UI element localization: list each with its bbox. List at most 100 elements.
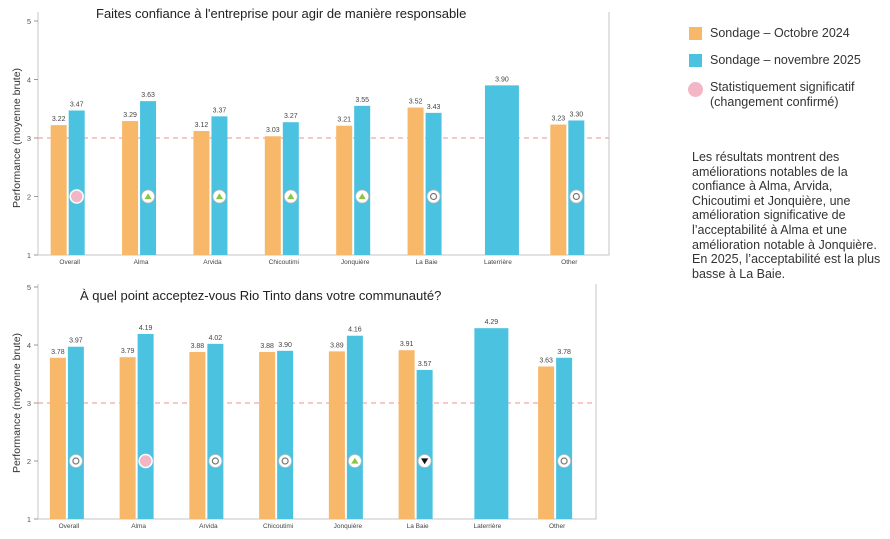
bar-2025 (211, 116, 228, 255)
x-tick-label: Jonquière (341, 259, 370, 266)
bar-2025 (68, 110, 85, 255)
bar-2025 (354, 105, 371, 255)
change-marker-bg (569, 189, 584, 204)
bar-2024 (328, 351, 345, 519)
bar-2024 (398, 350, 415, 519)
category-jonquiere: 3.89 4.16 Jonquière (328, 327, 363, 530)
change-neutral-icon (429, 192, 438, 201)
y-tick-label: 3 (27, 399, 31, 408)
value-label-2025: 3.47 (70, 102, 84, 109)
legend: Sondage – Octobre 2024 Sondage – novembr… (686, 26, 886, 122)
value-label-2025: 3.55 (355, 97, 369, 104)
change-marker-bg (278, 454, 293, 468)
change-up-triangle-icon (144, 193, 152, 200)
bar-2025 (474, 328, 509, 519)
bar-2025 (556, 357, 573, 519)
change-up-triangle-icon (215, 193, 224, 200)
bar-2024 (50, 125, 67, 255)
bar-2025 (140, 101, 157, 256)
x-tick-label: Alma (134, 259, 149, 266)
x-tick-label: Alma (131, 523, 146, 530)
legend-item-2024: Sondage – Octobre 2024 (686, 26, 886, 41)
x-tick-label: Jonquière (334, 523, 363, 530)
y-tick-label: 2 (27, 193, 31, 202)
value-label-2025: 4.29 (485, 319, 499, 326)
value-label-2025: 3.57 (418, 361, 432, 368)
category-alma: 3.79 4.19 Alma (119, 325, 154, 530)
category-other: 3.23 3.30 Other (550, 111, 585, 266)
value-label-2024: 3.03 (266, 127, 280, 134)
change-marker-bg (557, 454, 572, 468)
value-label-2024: 3.89 (330, 342, 344, 349)
change-neutral-icon (560, 457, 568, 465)
value-label-2025: 3.30 (570, 111, 584, 118)
value-label-2025: 3.63 (141, 92, 155, 99)
value-label-2025: 3.97 (69, 338, 83, 345)
category-la-baie: 3.91 3.57 La Baie (398, 341, 433, 530)
value-label-2024: 3.91 (400, 341, 414, 348)
change-neutral-icon (211, 457, 219, 465)
value-label-2025: 4.16 (348, 327, 362, 334)
y-tick-label: 1 (27, 515, 31, 524)
y-tick-label: 2 (27, 457, 31, 466)
change-marker-bg (68, 454, 83, 468)
category-overall: 3.22 3.47 Overall (50, 102, 85, 266)
value-label-2024: 3.78 (51, 349, 65, 356)
summary-text: Les résultats montrent des améliorations… (692, 150, 881, 281)
bar-2025 (568, 120, 585, 255)
bar-2025 (425, 112, 442, 255)
x-tick-label: Chicoutimi (269, 259, 299, 266)
x-tick-label: Laterrière (484, 259, 512, 266)
value-label-2024: 3.22 (52, 116, 66, 123)
y-axis-label: Performance (moyenne brute) (11, 333, 23, 473)
y-tick-label: 3 (27, 134, 31, 143)
change-up-triangle-icon (351, 457, 359, 464)
legend-swatch-2024 (689, 27, 702, 40)
value-label-2024: 3.63 (539, 357, 553, 364)
x-tick-label: La Baie (407, 523, 429, 530)
x-tick-label: Arvida (203, 259, 222, 266)
x-tick-label: Other (561, 259, 578, 266)
change-down-triangle-icon (421, 458, 429, 465)
y-tick-label: 4 (27, 341, 31, 350)
chart-title: À quel point acceptez-vous Rio Tinto dan… (80, 288, 441, 303)
chart-title: Faites confiance à l'entreprise pour agi… (96, 6, 466, 21)
y-axis-label: Performance (moyenne brute) (11, 68, 23, 208)
acceptance-chart: À quel point acceptez-vous Rio Tinto dan… (11, 283, 597, 530)
bar-2024 (407, 107, 424, 255)
value-label-2025: 3.37 (213, 107, 227, 114)
plot-frame (37, 284, 597, 520)
legend-swatch-2025 (689, 54, 702, 67)
category-arvida: 3.88 4.02 Arvida (189, 335, 224, 530)
value-label-2025: 4.19 (139, 325, 153, 332)
trust-chart: Faites confiance à l'entreprise pour agi… (11, 6, 610, 266)
bar-2024 (193, 130, 210, 255)
y-tick-label: 4 (27, 76, 31, 85)
value-label-2024: 3.21 (337, 117, 351, 124)
significant-dot-icon (688, 82, 703, 97)
value-label-2025: 3.43 (427, 104, 441, 111)
value-label-2025: 3.90 (495, 76, 509, 83)
value-label-2024: 3.23 (552, 116, 566, 123)
x-tick-label: La Baie (416, 259, 438, 266)
y-tick-label: 1 (27, 251, 31, 260)
value-label-2025: 3.90 (278, 342, 292, 349)
x-tick-label: Overall (59, 523, 80, 530)
legend-item-2025: Sondage – novembre 2025 (686, 53, 886, 68)
legend-label-significant: Statistiquement significatif (changement… (710, 80, 855, 109)
value-label-2024: 3.79 (121, 348, 135, 355)
category-chicoutimi: 3.88 3.90 Chicoutimi (259, 342, 293, 530)
y-tick-label: 5 (27, 283, 31, 292)
category-alma: 3.29 3.63 Alma (122, 92, 157, 266)
bar-2024 (538, 366, 555, 519)
value-label-2024: 3.88 (260, 343, 274, 350)
category-other: 3.63 3.78 Other (538, 349, 573, 530)
change-up-triangle-icon (287, 193, 295, 200)
x-tick-label: Overall (59, 259, 80, 266)
x-tick-label: Chicoutimi (263, 523, 293, 530)
legend-label-2024: Sondage – Octobre 2024 (710, 26, 850, 40)
bar-2024 (259, 351, 276, 519)
bar-2025 (277, 350, 294, 519)
bar-2025 (346, 335, 363, 519)
bar-2025 (207, 343, 224, 519)
